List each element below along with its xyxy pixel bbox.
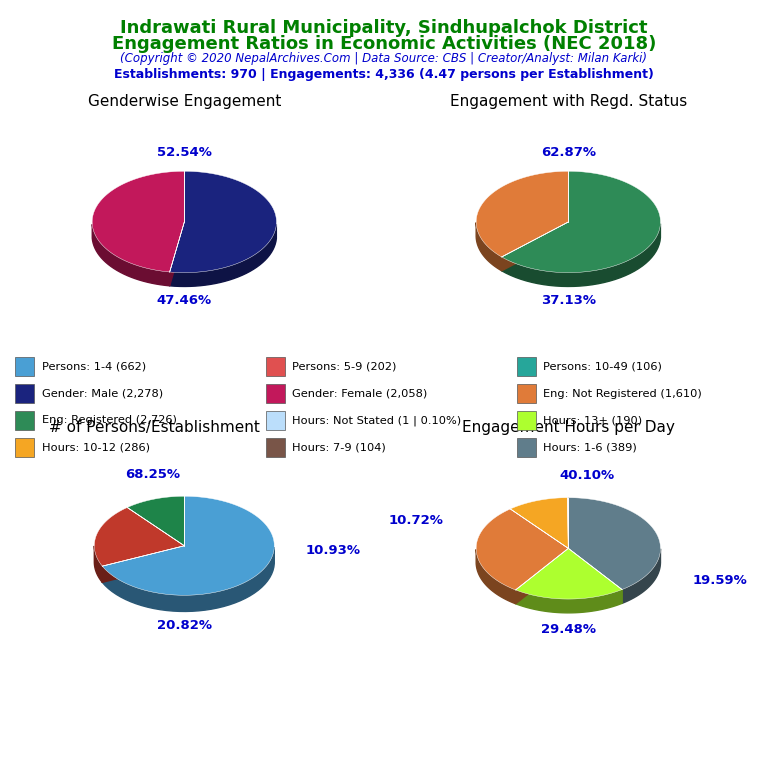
Text: Persons: 1-4 (662): Persons: 1-4 (662) xyxy=(41,362,146,372)
Text: Indrawati Rural Municipality, Sindhupalchok District: Indrawati Rural Municipality, Sindhupalc… xyxy=(121,19,647,37)
Polygon shape xyxy=(170,222,184,286)
Text: Hours: 7-9 (104): Hours: 7-9 (104) xyxy=(293,442,386,452)
Title: Engagement Hours per Day: Engagement Hours per Day xyxy=(462,420,675,435)
Polygon shape xyxy=(92,224,170,286)
Polygon shape xyxy=(476,509,568,590)
Polygon shape xyxy=(94,546,102,582)
Bar xyxy=(15,384,34,403)
Text: 47.46%: 47.46% xyxy=(157,294,212,307)
Text: Gender: Male (2,278): Gender: Male (2,278) xyxy=(41,389,163,399)
Text: 52.54%: 52.54% xyxy=(157,146,212,159)
Bar xyxy=(266,384,285,403)
Polygon shape xyxy=(568,498,660,590)
Text: Eng: Not Registered (1,610): Eng: Not Registered (1,610) xyxy=(543,389,702,399)
Bar xyxy=(517,357,536,376)
Text: 37.13%: 37.13% xyxy=(541,294,596,307)
Text: Eng: Registered (2,726): Eng: Registered (2,726) xyxy=(41,415,177,425)
Polygon shape xyxy=(515,590,622,613)
Polygon shape xyxy=(476,549,515,604)
Polygon shape xyxy=(476,223,502,271)
Polygon shape xyxy=(502,222,568,271)
Text: 40.10%: 40.10% xyxy=(559,469,614,482)
Polygon shape xyxy=(170,222,184,286)
Bar xyxy=(517,411,536,430)
Text: 10.93%: 10.93% xyxy=(306,544,361,557)
Bar xyxy=(266,411,285,430)
Polygon shape xyxy=(515,548,622,599)
Polygon shape xyxy=(502,223,660,286)
Polygon shape xyxy=(568,548,622,604)
Bar xyxy=(15,357,34,376)
Text: # of Persons/Establishment: # of Persons/Establishment xyxy=(49,420,260,435)
Polygon shape xyxy=(102,547,274,611)
Text: 19.59%: 19.59% xyxy=(693,574,747,587)
Polygon shape xyxy=(502,222,568,271)
Text: Hours: 13+ (190): Hours: 13+ (190) xyxy=(543,415,643,425)
Bar xyxy=(15,438,34,457)
Text: Hours: 1-6 (389): Hours: 1-6 (389) xyxy=(543,442,637,452)
Polygon shape xyxy=(170,224,276,286)
Text: Persons: 5-9 (202): Persons: 5-9 (202) xyxy=(293,362,397,372)
Polygon shape xyxy=(127,496,184,546)
Text: Engagement Ratios in Economic Activities (NEC 2018): Engagement Ratios in Economic Activities… xyxy=(112,35,656,52)
Bar xyxy=(517,384,536,403)
Polygon shape xyxy=(511,498,568,548)
Polygon shape xyxy=(92,171,184,272)
Text: Hours: 10-12 (286): Hours: 10-12 (286) xyxy=(41,442,150,452)
Polygon shape xyxy=(102,496,274,595)
Bar xyxy=(266,357,285,376)
Text: 68.25%: 68.25% xyxy=(125,468,180,482)
Title: Genderwise Engagement: Genderwise Engagement xyxy=(88,94,281,109)
Text: Gender: Female (2,058): Gender: Female (2,058) xyxy=(293,389,428,399)
Polygon shape xyxy=(102,546,184,582)
Polygon shape xyxy=(515,548,568,604)
Title: Engagement with Regd. Status: Engagement with Regd. Status xyxy=(450,94,687,109)
Text: Hours: Not Stated (1 | 0.10%): Hours: Not Stated (1 | 0.10%) xyxy=(293,415,462,425)
Polygon shape xyxy=(94,508,184,566)
Polygon shape xyxy=(170,171,276,273)
Text: 62.87%: 62.87% xyxy=(541,146,596,159)
Text: 29.48%: 29.48% xyxy=(541,623,596,636)
Polygon shape xyxy=(568,548,622,604)
Text: Persons: 10-49 (106): Persons: 10-49 (106) xyxy=(543,362,662,372)
Text: 20.82%: 20.82% xyxy=(157,619,212,632)
Text: (Copyright © 2020 NepalArchives.Com | Data Source: CBS | Creator/Analyst: Milan : (Copyright © 2020 NepalArchives.Com | Da… xyxy=(121,52,647,65)
Polygon shape xyxy=(515,548,568,604)
Bar xyxy=(15,411,34,430)
Bar xyxy=(517,438,536,457)
Text: 10.72%: 10.72% xyxy=(389,515,444,527)
Polygon shape xyxy=(502,171,660,273)
Bar xyxy=(266,438,285,457)
Polygon shape xyxy=(476,171,568,257)
Text: Establishments: 970 | Engagements: 4,336 (4.47 persons per Establishment): Establishments: 970 | Engagements: 4,336… xyxy=(114,68,654,81)
Polygon shape xyxy=(622,549,660,604)
Polygon shape xyxy=(102,546,184,582)
